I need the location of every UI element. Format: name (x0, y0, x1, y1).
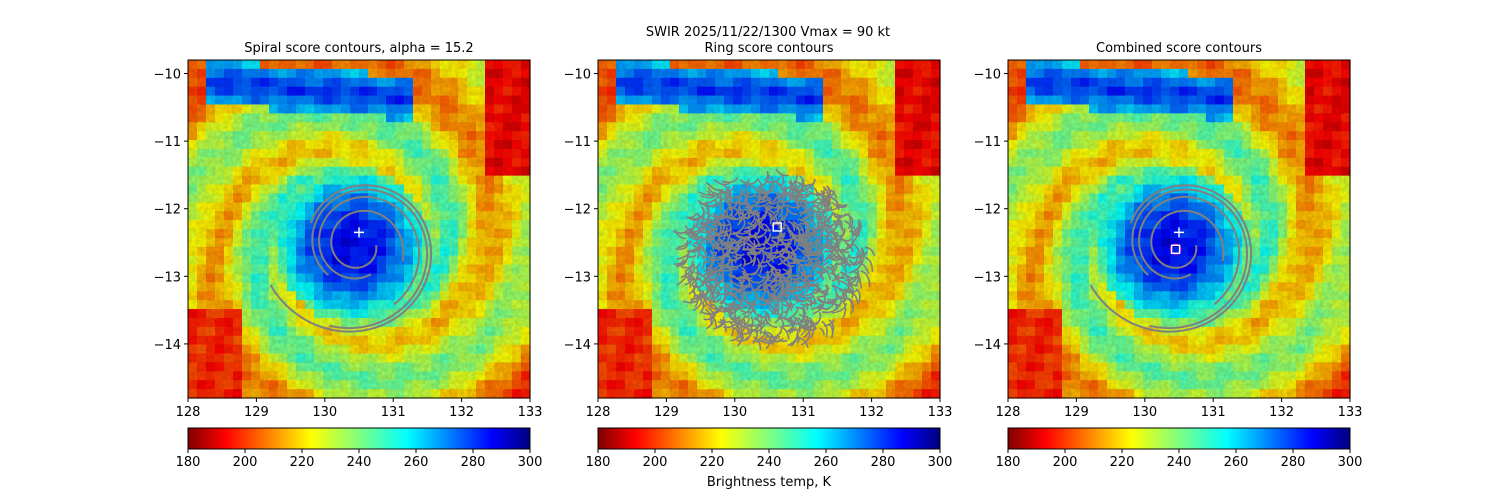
colorbar-gradient (187, 427, 531, 450)
x-tick-label: 128 (176, 405, 201, 420)
y-tick-label: −12 (154, 203, 181, 218)
colorbar-tick-label: 200 (233, 455, 258, 470)
colorbar-tick-label: 300 (928, 455, 953, 470)
colorbar-tick-label: 260 (1224, 455, 1249, 470)
x-tick-label: 128 (996, 405, 1021, 420)
colorbar: 180 200 220 240 260 280 300 (586, 427, 953, 470)
colorbar-tick-label: 180 (176, 455, 201, 470)
spiral-contour-4 (1090, 184, 1253, 333)
axes-frame (1007, 59, 1351, 399)
colorbar-tick-label: 260 (814, 455, 839, 470)
center-plus-marker (1174, 227, 1184, 238)
colorbar-tick-label: 240 (1167, 455, 1192, 470)
colorbar: 180 200 220 240 260 280 300 (996, 427, 1363, 470)
colorbar-tick-label: 200 (1053, 455, 1078, 470)
axes-frame (187, 59, 531, 399)
spiral-contour-3 (1131, 188, 1249, 330)
panel-title: Combined score contours (1096, 41, 1262, 56)
colorbar-tick-label: 200 (643, 455, 668, 470)
x-tick-label: 131 (381, 405, 406, 420)
x-tick-label: 132 (449, 405, 474, 420)
y-tick-label: −12 (564, 203, 591, 218)
colorbar-gradient (597, 427, 941, 450)
score-contours (1090, 184, 1253, 333)
x-tick-label: 128 (586, 405, 611, 420)
x-tick-label: 133 (928, 405, 953, 420)
colorbar-tick-label: 180 (996, 455, 1021, 470)
x-tick-label: 129 (654, 405, 679, 420)
x-tick-label: 131 (791, 405, 816, 420)
x-tick-label: 132 (859, 405, 884, 420)
colorbar-label: Brightness temp, K (707, 475, 832, 490)
colorbar-tick-label: 300 (518, 455, 543, 470)
x-tick-label: 132 (1269, 405, 1294, 420)
colorbar-tick-label: 220 (1110, 455, 1135, 470)
y-axis: −10 −11 −12 −13 −14 (154, 68, 188, 353)
x-tick-label: 130 (722, 405, 747, 420)
heatmap-image (598, 60, 941, 399)
spiral-contour-1 (1150, 209, 1225, 269)
spiral-contour-2 (318, 195, 421, 305)
y-tick-label: −14 (564, 338, 591, 353)
colorbar-tick-label: 180 (586, 455, 611, 470)
figure-suptitle: SWIR 2025/11/22/1300 Vmax = 90 kt (646, 25, 890, 40)
colorbar-tick-label: 280 (871, 455, 896, 470)
colorbar: 180 200 220 240 260 280 300 (176, 427, 543, 470)
x-tick-label: 129 (244, 405, 269, 420)
spiral-contour-1 (330, 209, 405, 269)
score-contours (270, 184, 433, 333)
center-plus-marker (354, 227, 364, 238)
colorbar-tick-label: 260 (404, 455, 429, 470)
axes-frame (597, 59, 941, 399)
panel-title: Spiral score contours, alpha = 15.2 (244, 41, 473, 56)
center-square-marker (772, 222, 782, 232)
center-circle-marker (1169, 243, 1182, 256)
panel-2: Ring score contours 128 129 130 131 132 133 −10… (564, 41, 953, 470)
x-tick-label: 131 (1201, 405, 1226, 420)
x-tick-label: 133 (518, 405, 543, 420)
colorbar-tick-label: 280 (461, 455, 486, 470)
y-tick-label: −14 (154, 338, 181, 353)
y-axis: −10 −11 −12 −13 −14 (564, 68, 598, 353)
colorbar-tick-label: 240 (757, 455, 782, 470)
y-tick-label: −10 (564, 68, 591, 83)
center-square-marker (1170, 244, 1181, 254)
score-contours (672, 168, 876, 351)
y-tick-label: −11 (974, 135, 1001, 150)
spiral-contour-3 (311, 188, 429, 330)
y-tick-label: −10 (154, 68, 181, 83)
x-axis: 128 129 130 131 132 133 (996, 398, 1363, 420)
x-tick-label: 133 (1338, 405, 1363, 420)
colorbar-tick-label: 280 (1281, 455, 1306, 470)
spiral-contour-2 (1138, 195, 1241, 305)
panel-title: Ring score contours (704, 41, 833, 56)
colorbar-tick-label: 220 (290, 455, 315, 470)
panel-3: Combined score contours 128 129 130 131 132 13… (974, 41, 1363, 470)
x-tick-label: 130 (1132, 405, 1157, 420)
y-tick-label: −14 (974, 338, 1001, 353)
y-tick-label: −13 (564, 270, 591, 285)
y-tick-label: −11 (154, 135, 181, 150)
ring-contour-blob (672, 168, 876, 351)
y-tick-label: −12 (974, 203, 1001, 218)
colorbar-tick-label: 220 (700, 455, 725, 470)
colorbar-gradient (1007, 427, 1351, 450)
colorbar-tick-label: 300 (1338, 455, 1363, 470)
y-tick-label: −13 (154, 270, 181, 285)
x-axis: 128 129 130 131 132 133 (586, 398, 953, 420)
x-axis: 128 129 130 131 132 133 (176, 398, 543, 420)
y-tick-label: −11 (564, 135, 591, 150)
y-tick-label: −10 (974, 68, 1001, 83)
spiral-contour-4 (270, 184, 433, 333)
x-tick-label: 130 (312, 405, 337, 420)
y-tick-label: −13 (974, 270, 1001, 285)
x-tick-label: 129 (1064, 405, 1089, 420)
colorbar-tick-label: 240 (347, 455, 372, 470)
y-axis: −10 −11 −12 −13 −14 (974, 68, 1008, 353)
